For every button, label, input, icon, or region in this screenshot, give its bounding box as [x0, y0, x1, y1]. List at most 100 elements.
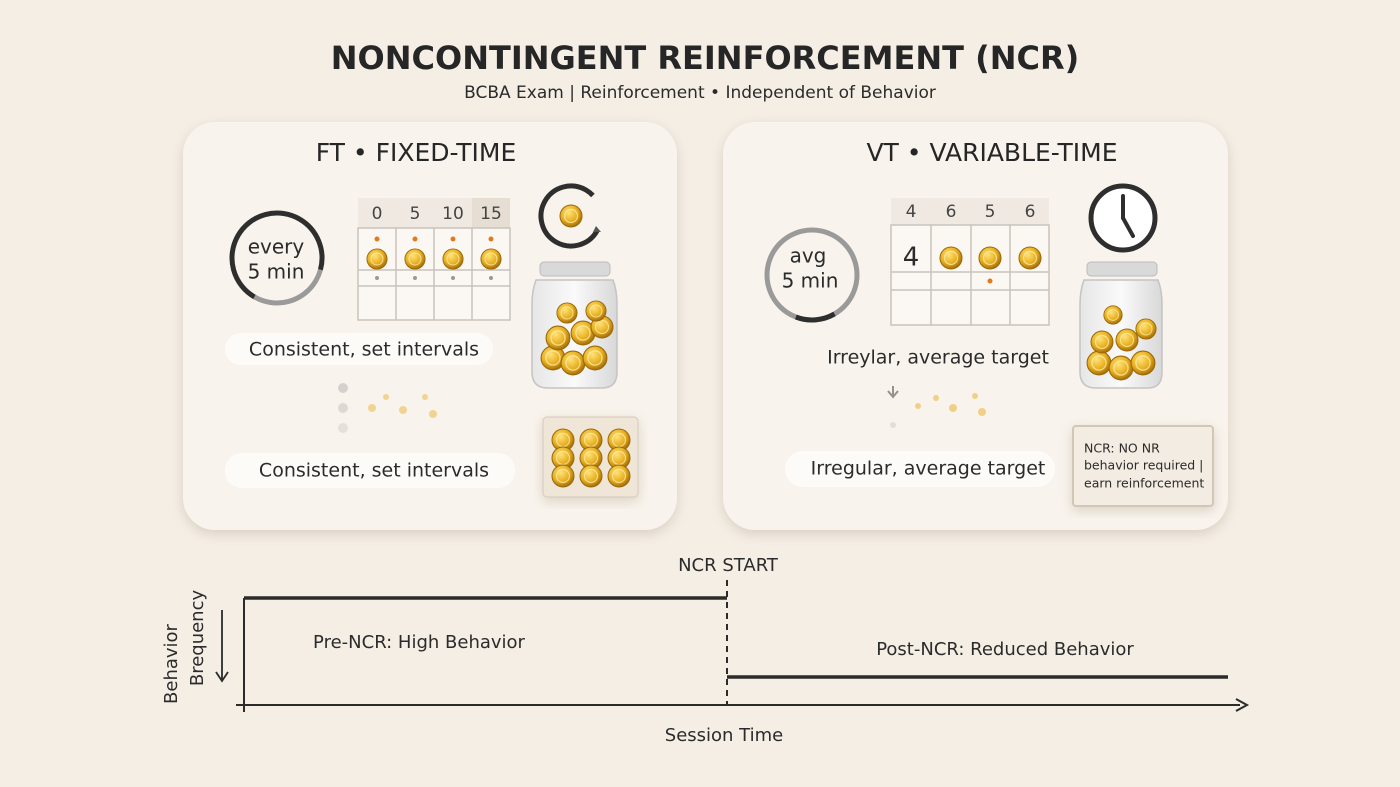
grid-entry: 4	[903, 243, 920, 273]
note-line: earn reinforcement	[1084, 476, 1204, 491]
coin-tray	[542, 416, 639, 498]
note-box	[1072, 425, 1214, 507]
interval-label: 5	[985, 202, 996, 222]
decoration	[949, 404, 957, 412]
interval-label: 6	[1025, 202, 1036, 222]
coin	[607, 464, 631, 488]
decoration	[451, 276, 455, 280]
decoration	[338, 423, 348, 433]
behavior-graph	[215, 580, 1250, 712]
note-line: NCR: NO NR	[1084, 441, 1160, 456]
interval-label: 15	[480, 204, 502, 224]
interval-label: 5	[410, 204, 421, 224]
coin	[1018, 246, 1042, 270]
coin	[559, 204, 583, 228]
schedule-grid	[890, 198, 1050, 326]
dial-text: avg	[790, 244, 827, 268]
faded-coins	[887, 386, 986, 428]
coin-jar	[531, 261, 618, 389]
decoration	[399, 406, 407, 414]
decoration	[338, 403, 348, 413]
decoration	[422, 394, 428, 400]
decoration	[890, 422, 896, 428]
dial-text: 5 min	[248, 260, 305, 284]
y-axis-label: Brequency	[187, 590, 208, 687]
dial-text: 5 min	[782, 269, 839, 293]
coin	[585, 300, 607, 322]
caption: Consistent, set intervals	[259, 460, 489, 482]
caption: Irreylar, average target	[827, 347, 1049, 369]
coin	[1086, 350, 1112, 376]
coin	[556, 302, 578, 324]
timer-icon	[538, 183, 604, 249]
decoration	[891, 198, 1049, 225]
decoration	[472, 198, 510, 228]
coin	[1115, 328, 1139, 352]
decoration	[539, 261, 611, 277]
decoration	[972, 393, 978, 399]
faded-coins	[338, 383, 437, 433]
decoration	[1086, 261, 1158, 277]
decoration	[915, 403, 921, 409]
decoration	[978, 408, 986, 416]
coin	[545, 325, 571, 351]
decoration	[412, 236, 418, 242]
dial-text: every	[248, 235, 305, 259]
decoration	[450, 236, 456, 242]
coin	[551, 464, 575, 488]
coin	[560, 350, 586, 376]
coin	[1108, 355, 1134, 381]
decoration	[429, 410, 437, 418]
decoration	[375, 276, 379, 280]
marker-label: NCR START	[678, 555, 779, 576]
down-arrow	[215, 610, 229, 683]
coin	[480, 248, 502, 270]
title: NONCONTINGENT REINFORCEMENT (NCR)	[331, 39, 1079, 77]
decoration	[338, 383, 348, 393]
interval-label: 10	[442, 204, 464, 224]
coin	[939, 246, 963, 270]
phase-label: Post-NCR: Reduced Behavior	[876, 639, 1134, 660]
x-axis-label: Session Time	[665, 725, 783, 746]
coin	[582, 345, 608, 371]
decoration	[413, 276, 417, 280]
decoration	[383, 394, 389, 400]
interval-label: 4	[906, 202, 917, 222]
coin	[1090, 330, 1114, 354]
caption: Consistent, set intervals	[249, 339, 479, 361]
caption-pill	[225, 453, 515, 488]
decoration	[374, 236, 380, 242]
dial-ring	[229, 210, 325, 306]
interval-label: 0	[372, 204, 383, 224]
coin	[579, 464, 603, 488]
coins	[366, 236, 502, 280]
decoration	[987, 278, 993, 284]
coin	[1135, 318, 1157, 340]
decoration	[890, 224, 1050, 326]
decoration	[1121, 216, 1135, 238]
decoration	[489, 276, 493, 280]
coin	[442, 248, 464, 270]
coin	[366, 248, 388, 270]
coin	[1130, 350, 1156, 376]
subtitle: BCBA Exam | Reinforcement • Independent …	[464, 83, 936, 103]
dial-ring	[764, 227, 860, 323]
caption-pill	[225, 333, 493, 365]
schedule-grid	[357, 198, 511, 321]
caption: Irregular, average target	[811, 458, 1046, 480]
caption-pill	[785, 451, 1055, 487]
decoration	[887, 386, 899, 399]
decoration	[933, 395, 939, 401]
decoration	[488, 236, 494, 242]
panel-title: VT • VARIABLE-TIME	[866, 138, 1117, 167]
coin	[1103, 305, 1123, 325]
phase-label: Pre-NCR: High Behavior	[313, 632, 526, 653]
y-axis-label: Behavior	[161, 623, 182, 704]
coin	[404, 248, 426, 270]
axis-arrow	[1235, 698, 1250, 712]
interval-label: 6	[946, 202, 957, 222]
coin-jar	[1079, 261, 1163, 389]
decoration	[593, 226, 601, 232]
